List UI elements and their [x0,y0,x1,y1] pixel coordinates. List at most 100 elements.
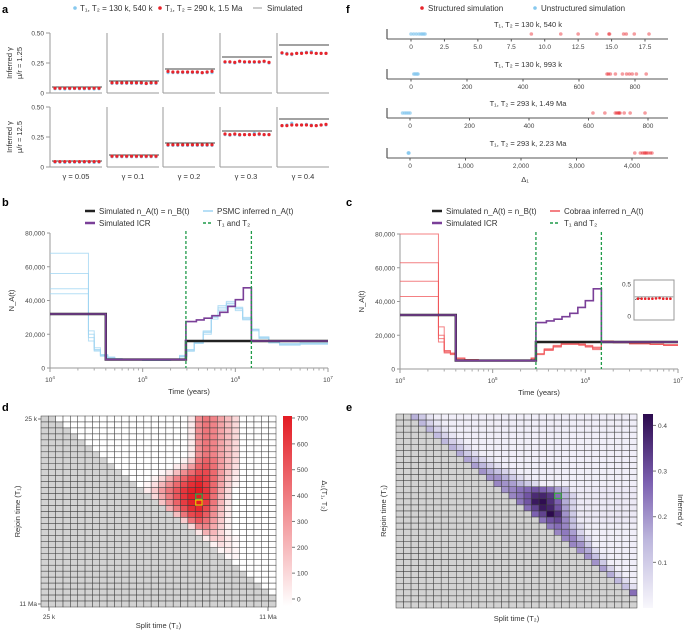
heatmap-cell [92,600,100,608]
x-tick-label: 4,000 [624,163,641,170]
heatmap-cell [629,535,638,542]
heatmap-cell [136,439,145,447]
colorbar-tick-label: 0.3 [658,469,667,476]
heatmap-cell [576,571,585,578]
heatmap-cell [599,419,608,427]
heatmap-cell [478,589,487,597]
heatmap-cell [425,425,434,433]
point-structured [607,32,612,36]
heatmap-cell [425,444,434,451]
heatmap-cell [172,421,181,429]
heatmap-cell [99,493,108,500]
heatmap-cell [253,487,262,494]
heatmap-cell [621,462,630,469]
heatmap-cell [486,577,495,584]
heatmap-cell [418,444,427,451]
heatmap-cell [194,511,203,518]
heatmap-cell [136,529,145,536]
heatmap-cell [448,559,457,566]
heatmap-cell [239,541,247,548]
heatmap-cell [606,510,615,518]
heatmap-cell [606,541,615,548]
heatmap-cell [440,468,449,475]
panel-c: Simulated n_A(t) = n_B(t)Simulated ICRCo… [357,207,683,397]
heatmap-cell [471,522,480,530]
heatmap-cell [172,451,181,459]
heatmap-cell [463,474,472,481]
heatmap-cell [403,571,412,578]
heatmap-cell [584,486,593,494]
heatmap-cell [425,571,434,578]
heatmap-cell [246,505,255,512]
heatmap-cell [599,425,608,433]
heatmap-cell [614,450,623,457]
heatmap-cell [180,588,189,596]
heatmap-cell [591,547,600,554]
heatmap-cell [568,444,577,451]
heatmap-cell [150,469,159,476]
heatmap-cell [410,462,419,469]
heatmap-cell [614,492,623,500]
heatmap-cell [128,564,137,572]
heatmap-cell [440,431,449,439]
heatmap-cell [629,547,638,554]
heatmap-cell [471,595,480,603]
heatmap-cell [531,589,540,597]
heatmap-cell [187,481,196,488]
point-red [228,60,232,64]
heatmap-cell [463,535,472,542]
heatmap-cell [187,487,196,494]
heatmap-cell [546,413,555,421]
heatmap-cell [253,594,262,602]
heatmap-cell [456,516,465,524]
heatmap-cell [99,523,108,530]
heatmap-cell [217,505,225,512]
heatmap-cell [114,559,123,566]
heatmap-cell [425,535,434,542]
heatmap-cell [621,438,630,445]
heatmap-cell [629,595,638,603]
heatmap-cell [621,431,630,439]
icr-line [50,287,328,361]
heatmap-cell [546,601,555,609]
heatmap-cell [523,516,532,524]
heatmap-cell [433,595,442,603]
heatmap-cell [180,439,189,447]
heatmap-cell [433,547,442,554]
heatmap-cell [48,415,56,423]
heatmap-cell [538,583,547,591]
panel-d: Split time (T₂)Rejoin time (T₁)25 k11 Ma… [13,416,329,631]
heatmap-cell [425,601,434,609]
heatmap-cell [501,595,510,603]
heatmap-cell [253,553,262,560]
heatmap-cell [395,419,404,427]
heatmap-cell [606,431,615,439]
heatmap-cell [568,492,577,500]
point-red [176,143,180,147]
heatmap-cell [546,486,555,494]
heatmap-cell [239,481,247,488]
heatmap-cell [165,541,174,548]
heatmap-cell [231,523,240,530]
heatmap-cell [92,511,100,518]
heatmap-cell [629,450,638,457]
heatmap-cell [40,463,49,470]
heatmap-cell [48,475,56,482]
heatmap-cell [523,589,532,597]
heatmap-cell [261,421,269,429]
heatmap-cell [418,559,427,566]
heatmap-cell [246,570,255,578]
heatmap-cell [187,499,196,506]
heatmap-cell [77,463,86,470]
heatmap-cell [395,425,404,433]
heatmap-cell [629,522,638,530]
heatmap-cell [194,505,203,512]
heatmap-cell [224,499,233,506]
heatmap-cell [253,481,262,488]
heatmap-cell [576,541,585,548]
heatmap-cell [202,517,211,524]
heatmap-cell [158,511,167,518]
heatmap-cell [217,547,225,554]
heatmap-cell [202,535,211,542]
heatmap-cell [614,528,623,536]
